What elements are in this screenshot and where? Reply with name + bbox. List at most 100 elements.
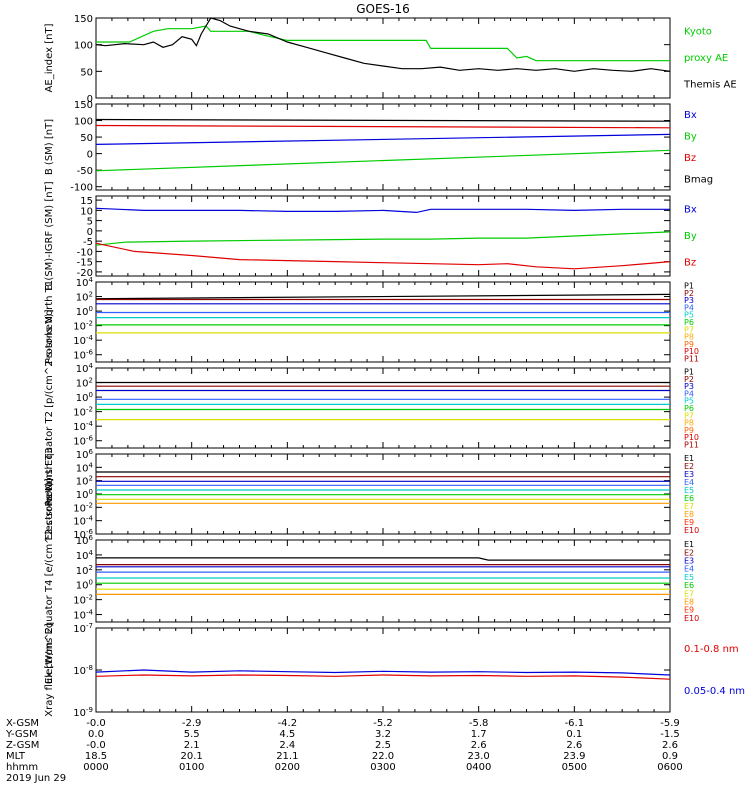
series-line-bx <box>95 207 670 214</box>
y-tick-label: 100 <box>76 579 93 592</box>
legend-entry: E2 <box>684 548 694 557</box>
y-tick-label: 15 <box>80 196 93 207</box>
x-axis-value: -5.8 <box>469 718 489 729</box>
legend-entry: P11 <box>684 354 699 363</box>
x-axis-value: 0500 <box>562 762 587 773</box>
y-tick-label: 102 <box>76 291 93 304</box>
y-tick-label: -50 <box>77 166 93 177</box>
legend-entry: P8 <box>684 333 694 342</box>
y-tick-label: 50 <box>80 133 93 144</box>
legend-entry: Bx <box>684 204 697 215</box>
legend-entry: E9 <box>684 518 694 527</box>
y-tick-label: 100 <box>76 391 93 404</box>
legend-entry: 0.1-0.8 nm <box>684 644 739 655</box>
series-line-by <box>95 149 671 172</box>
legend-entry: Bz <box>684 153 696 164</box>
legend-entry: P11 <box>684 440 699 449</box>
y-tick-label: 0 <box>87 150 93 161</box>
y-tick-label: 10-4 <box>73 334 93 347</box>
x-axis-value: 2.4 <box>279 740 295 751</box>
panel-frame <box>95 539 671 623</box>
y-tick-label: 10-4 <box>73 609 93 622</box>
legend-entry: P10 <box>684 433 699 442</box>
y-tick-label: 10-6 <box>73 528 93 541</box>
legend-entry: P10 <box>684 347 699 356</box>
legend-entry: Bmag <box>684 174 713 185</box>
x-axis-value: 0.0 <box>88 729 104 740</box>
series-line-p1 <box>95 293 671 300</box>
figure-title: GOES-16 <box>356 2 410 16</box>
series-line-themis-ae <box>95 17 671 72</box>
y-tick-label: -20 <box>77 268 93 279</box>
series-line-bz <box>95 124 671 129</box>
x-axis-value: 0600 <box>657 762 682 773</box>
legend-entry: E5 <box>684 486 694 495</box>
y-tick-label: 104 <box>76 461 94 474</box>
legend-entry: P5 <box>684 397 694 406</box>
x-axis-value: 20.1 <box>181 751 203 762</box>
series-line-bx <box>95 133 671 145</box>
legend-entry: By <box>684 231 697 242</box>
x-axis-value: 23.0 <box>468 751 490 762</box>
y-tick-label: 102 <box>76 564 93 577</box>
legend-entry: 0.05-0.4 nm <box>684 686 745 697</box>
x-axis-row-label: Y-GSM <box>5 729 38 740</box>
legend-entry: P2 <box>684 289 694 298</box>
y-tick-label: 10-2 <box>73 406 93 419</box>
x-axis-value: 0400 <box>466 762 491 773</box>
y-tick-label: 10-2 <box>73 501 93 514</box>
x-axis-row-label: Z-GSM <box>6 740 39 751</box>
y-tick-label: 10-4 <box>73 420 93 433</box>
x-axis-value: 0.9 <box>662 751 678 762</box>
legend-entry: By <box>684 131 697 142</box>
y-tick-label: 0 <box>87 94 93 105</box>
y-tick-label: -15 <box>77 258 93 269</box>
panel-frame <box>95 103 671 191</box>
y-tick-label: 5 <box>87 217 93 228</box>
panel-2: 150 100 50 0 -50 -100 B (SM) [nT] Bx By Bz Bmag <box>44 100 713 194</box>
series-line-bmag <box>95 118 671 122</box>
y-tick-label: -10 <box>77 247 93 258</box>
y-axis-label: B (SM)-IGRF (SM) [nT] <box>44 181 55 290</box>
x-axis-value: 0200 <box>275 762 300 773</box>
legend-entry: E5 <box>684 573 694 582</box>
y-tick-label: 104 <box>76 362 94 375</box>
y-tick-label: 100 <box>76 488 93 501</box>
y-tick-label: 100 <box>76 305 93 318</box>
legend-entry: E3 <box>684 470 694 479</box>
legend-entry: E6 <box>684 581 694 590</box>
legend-entry: E3 <box>684 557 694 566</box>
x-axis-value: 2.6 <box>662 740 678 751</box>
legend-entry: E1 <box>684 540 694 549</box>
x-axis-value: 2.1 <box>184 740 200 751</box>
legend-entry: P1 <box>684 368 694 377</box>
x-axis-value: 1.7 <box>471 729 487 740</box>
y-axis-label: AE_index [nT] <box>44 23 55 92</box>
x-axis-value: 5.5 <box>184 729 200 740</box>
legend-entry: Kyoto <box>684 26 712 37</box>
x-axis-value: 2.6 <box>471 740 487 751</box>
y-tick-label: 150 <box>74 100 93 111</box>
legend-entry: E7 <box>684 589 694 598</box>
x-axis-value: 2.6 <box>566 740 582 751</box>
x-axis-row-label: hhmm <box>6 762 38 773</box>
x-axis-value: 0100 <box>179 762 204 773</box>
x-axis-row-label: MLT <box>6 751 26 762</box>
legend-entry: E8 <box>684 598 694 607</box>
y-tick-label: 10-2 <box>73 594 93 607</box>
y-axis-label: Electrons North T3 <box>44 447 55 540</box>
legend-entry: E10 <box>684 526 699 535</box>
x-axis-value: 2.5 <box>375 740 391 751</box>
panel-frame <box>95 367 671 449</box>
x-axis-row-label: X-GSM <box>6 718 39 729</box>
legend-entry: P9 <box>684 340 694 349</box>
y-tick-label: 10-8 <box>73 664 93 677</box>
legend-entry: E4 <box>684 565 694 574</box>
series-line-e1 <box>96 557 670 561</box>
legend-entry: E8 <box>684 510 694 519</box>
legend-entry: P4 <box>684 303 694 312</box>
legend-entry: E4 <box>684 478 694 487</box>
legend-entry: E7 <box>684 502 694 511</box>
